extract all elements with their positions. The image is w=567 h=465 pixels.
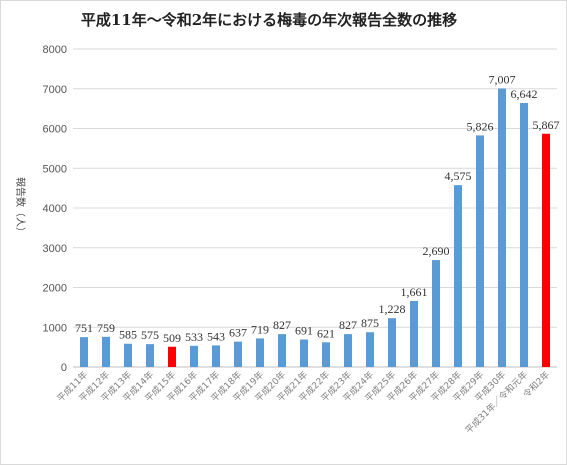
bar <box>344 334 352 367</box>
y-tick-label: 8000 <box>43 44 67 56</box>
x-axis-ticks: 平成11年平成12年平成13年平成14年平成15年平成16年平成17年平成18年… <box>54 369 552 436</box>
bar <box>322 342 330 367</box>
bar <box>388 318 396 367</box>
bar <box>366 332 374 367</box>
data-label: 875 <box>361 316 379 330</box>
bar <box>410 300 418 367</box>
bar <box>542 133 550 367</box>
y-tick-label: 0 <box>61 362 67 374</box>
bar <box>212 345 220 367</box>
data-label: 751 <box>75 321 93 335</box>
y-tick-label: 1000 <box>43 322 67 334</box>
data-label: 4,575 <box>445 169 472 183</box>
bar <box>256 338 264 367</box>
y-tick-label: 5000 <box>43 163 67 175</box>
y-axis-ticks: 0 1000 2000 3000 4000 5000 6000 7000 8000 <box>43 44 67 374</box>
bar <box>102 336 110 367</box>
data-label: 719 <box>251 322 269 336</box>
data-label: 1,661 <box>401 285 428 299</box>
data-label: 759 <box>97 321 115 335</box>
data-label: 5,867 <box>533 118 560 132</box>
data-label: 509 <box>163 331 181 345</box>
data-label: 585 <box>119 328 137 342</box>
bar <box>80 337 88 367</box>
chart-title: 平成11年〜令和2年における梅毒の年次報告全数の推移 <box>81 11 457 29</box>
bars <box>80 88 550 368</box>
y-axis-label: 報告数（人） <box>14 177 27 237</box>
data-label: 2,690 <box>423 244 450 258</box>
y-tick-label: 2000 <box>43 283 67 295</box>
data-label: 637 <box>229 326 247 340</box>
bar <box>168 346 176 367</box>
bar <box>454 185 462 367</box>
bar <box>190 345 198 367</box>
bar <box>146 344 154 367</box>
bar <box>300 339 308 367</box>
bar <box>498 88 506 368</box>
gridlines <box>73 48 557 368</box>
data-label: 621 <box>317 326 335 340</box>
y-tick-label: 3000 <box>43 243 67 255</box>
data-label: 7,007 <box>489 72 516 86</box>
y-tick-label: 7000 <box>43 84 67 96</box>
data-labels: 751 759 585 575 509 533 543 637 719 827 691 621 827 8… <box>75 72 560 344</box>
bar <box>520 102 528 367</box>
data-label: 575 <box>141 328 159 342</box>
data-label: 543 <box>207 329 225 343</box>
bar <box>234 341 242 367</box>
bar <box>278 334 286 367</box>
bar <box>124 343 132 367</box>
data-label: 1,228 <box>379 302 406 316</box>
y-tick-label: 6000 <box>43 124 67 136</box>
data-label: 827 <box>273 318 291 332</box>
bar <box>476 135 484 367</box>
bar <box>432 260 440 367</box>
data-label: 691 <box>295 324 313 338</box>
y-tick-label: 4000 <box>43 203 67 215</box>
data-label: 6,642 <box>511 87 538 101</box>
data-label: 5,826 <box>467 119 494 133</box>
data-label: 827 <box>339 318 357 332</box>
data-label: 533 <box>185 330 203 344</box>
